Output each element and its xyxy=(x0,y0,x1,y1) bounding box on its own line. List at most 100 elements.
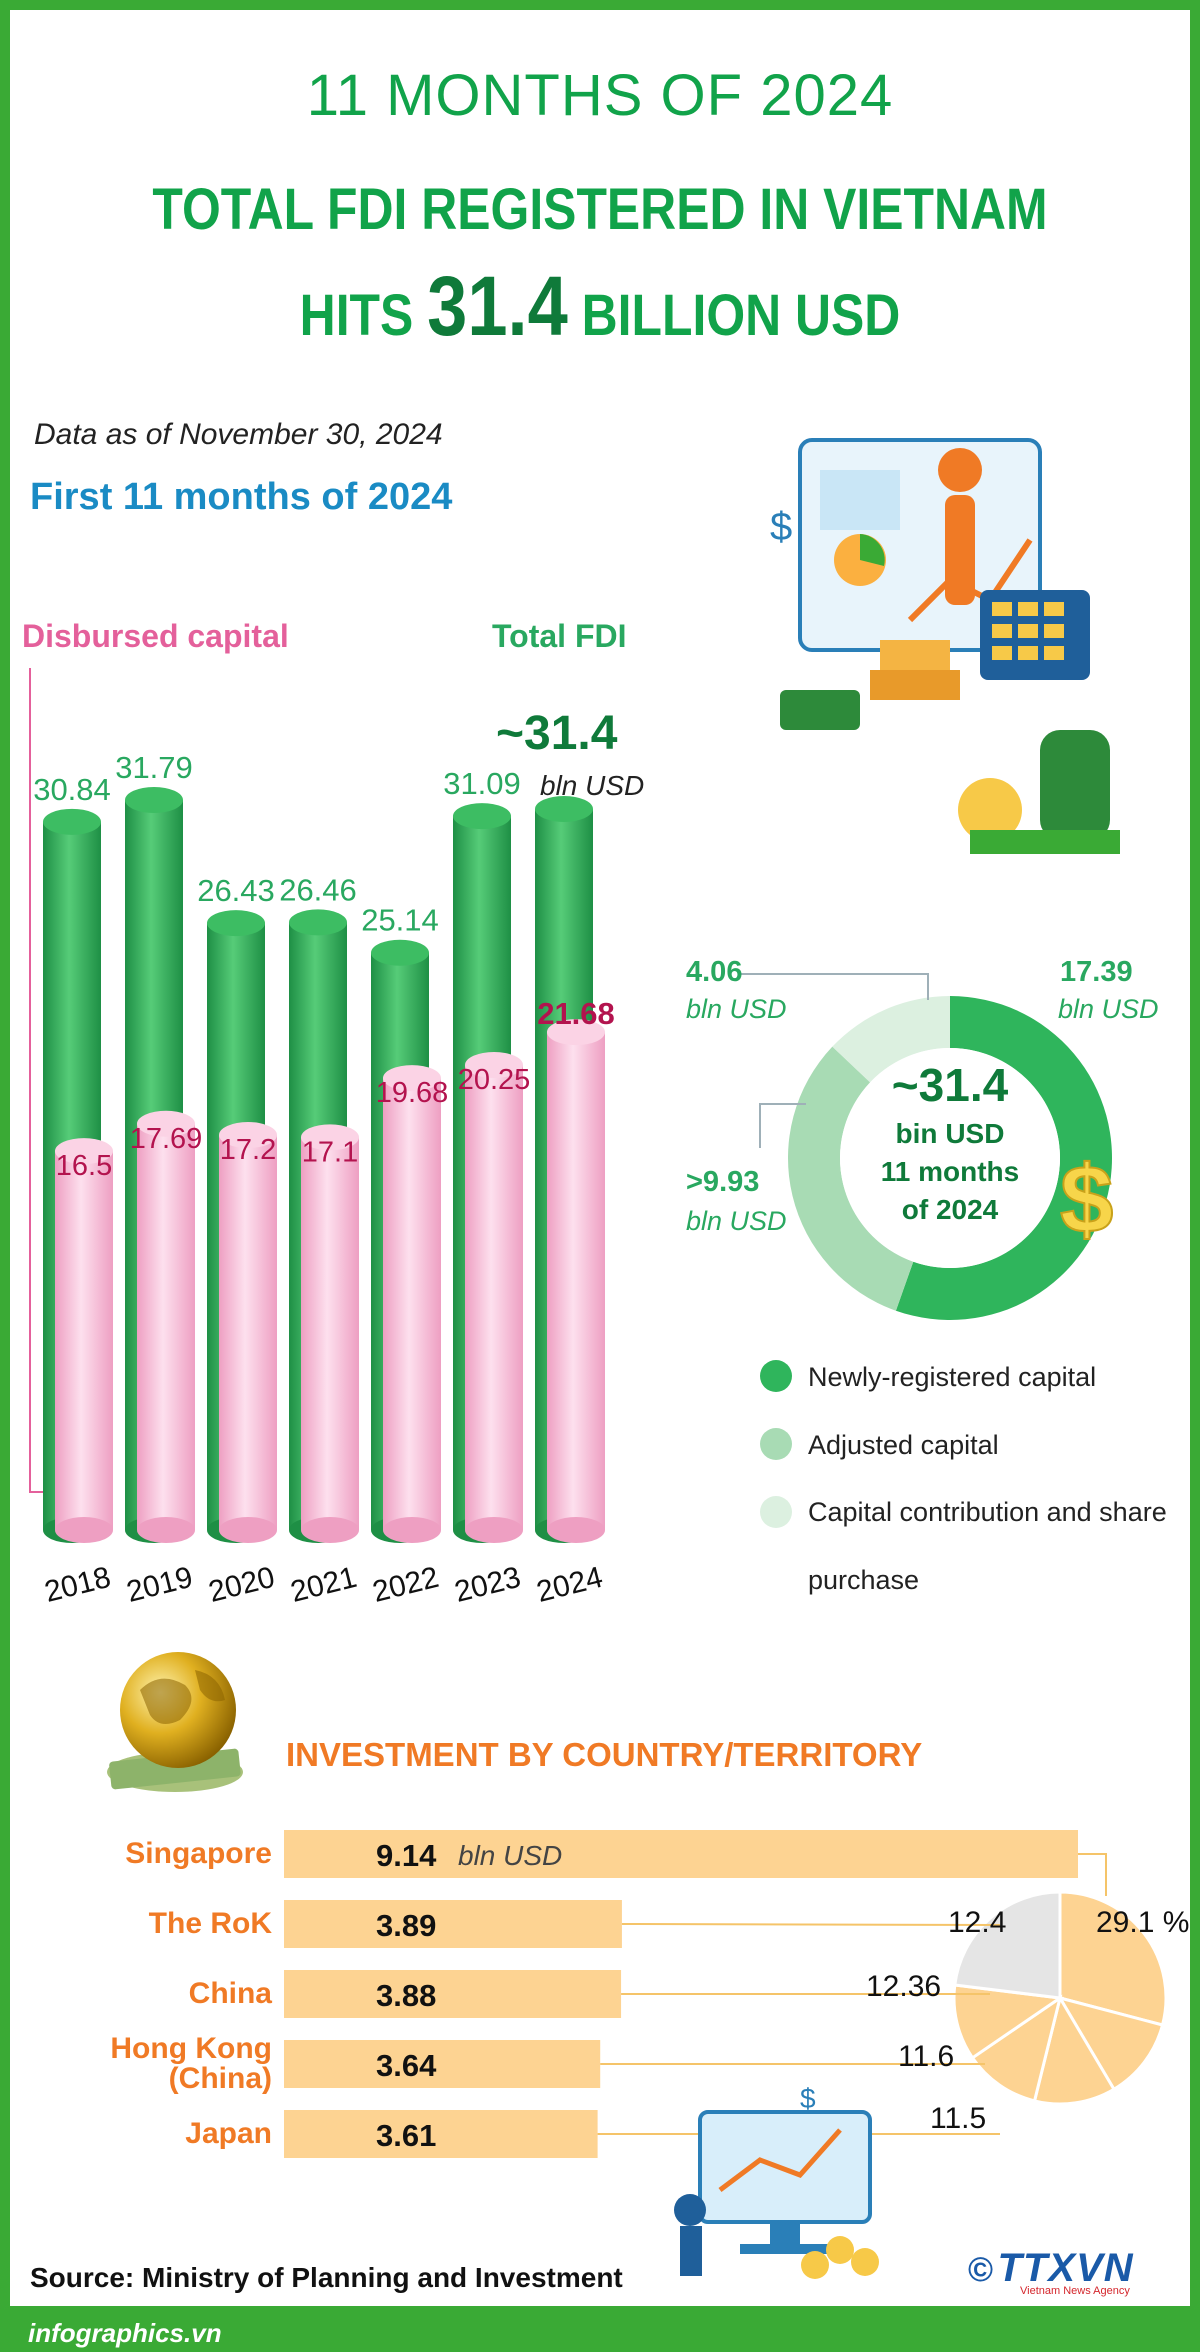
year-label-2020: 2020 xyxy=(205,1561,278,1609)
business-illustration: $ xyxy=(770,438,1120,854)
leader-line-1 xyxy=(621,1923,1001,1926)
fdi-bar-top-2018 xyxy=(43,808,101,835)
disbursed-label-2018: 16.5 xyxy=(56,1150,112,1182)
country-bar-3 xyxy=(284,2040,601,2088)
disbursed-bar-base-2024 xyxy=(547,1517,605,1543)
disbursed-label-2024: 21.68 xyxy=(537,996,615,1031)
disbursed-label-2022: 19.68 xyxy=(376,1077,449,1109)
disbursed-bar-base-2020 xyxy=(219,1517,277,1543)
donut-legend: Newly-registered capital Adjusted capita… xyxy=(760,1356,1167,1612)
header-line3: HITS 31.4 BILLION USD xyxy=(84,258,1116,355)
slice-share-value: 4.06 xyxy=(686,956,743,988)
svg-text:$: $ xyxy=(1060,1146,1113,1253)
country-bar-value-0: 9.14 xyxy=(376,1838,437,1873)
legend-dot-new xyxy=(760,1360,792,1392)
country-pie-slice-3 xyxy=(970,1994,1063,2103)
logo-tagline: Vietnam News Agency xyxy=(1020,2285,1130,2297)
donut-center-period: 11 months xyxy=(880,1156,1020,1187)
country-label-line: Hong Kong xyxy=(110,2032,272,2065)
country-bar-0 xyxy=(284,1830,1078,1878)
header-line1: 11 MONTHS OF 2024 xyxy=(306,63,894,128)
legend-dot-share xyxy=(760,1496,792,1528)
header-big-number: 31.4 xyxy=(427,259,568,353)
country-label-1: The RoK xyxy=(149,1909,272,1939)
globe-money-illustration xyxy=(107,1652,243,1792)
country-share-label-1: 12.4 xyxy=(948,1906,1007,1939)
as-of-date: Data as of November 30, 2024 xyxy=(34,418,443,451)
fdi-label-2018: 30.84 xyxy=(33,772,111,807)
legend-label-share: Capital contribution and share purchase xyxy=(808,1497,1167,1595)
disbursed-bar-top-2024 xyxy=(547,1019,605,1046)
fdi-bar-top-2020 xyxy=(207,910,265,937)
country-pie-slice-1 xyxy=(1056,1995,1165,2092)
country-bar-value-1: 3.89 xyxy=(376,1908,437,1943)
logo-name: TTXVN xyxy=(997,2246,1134,2290)
leader-line-share xyxy=(740,973,929,1000)
donut-center-unit: bin USD xyxy=(895,1118,1005,1149)
country-label-2: China xyxy=(189,1979,272,2009)
fdi-label-2023: 31.09 xyxy=(443,766,521,801)
slice-share-unit: bln USD xyxy=(686,994,787,1024)
donut-slice-2 xyxy=(832,996,950,1083)
country-label-line: (China) xyxy=(168,2062,272,2095)
dollar-sign-icon: $ xyxy=(1059,1145,1114,1254)
disbursed-bar-top-2023 xyxy=(465,1051,523,1078)
disbursed-label-2023: 20.25 xyxy=(458,1064,531,1096)
legend-item-adjusted: Adjusted capital xyxy=(760,1424,1160,1492)
copyright-mark: © xyxy=(968,2251,994,2289)
country-label-4: Japan xyxy=(185,2119,272,2149)
country-bar-value-3: 3.64 xyxy=(376,2048,437,2083)
slice-adjusted-unit: bln USD xyxy=(686,1206,787,1236)
country-label-line: Singapore xyxy=(125,1837,272,1870)
disbursed-bar-2020 xyxy=(219,1135,277,1530)
fdi-bar-top-2022 xyxy=(371,939,429,966)
donut-center-year: of 2024 xyxy=(901,1194,999,1225)
disbursed-bar-base-2023 xyxy=(465,1517,523,1543)
disbursed-bar-2024 xyxy=(547,1032,605,1530)
country-bar-unit: bln USD xyxy=(458,1840,563,1871)
country-share-label-2: 12.36 xyxy=(866,1970,942,2003)
fdi-bar-top-2019 xyxy=(125,787,183,813)
year-label-2022: 2022 xyxy=(369,1561,442,1609)
legend-total-fdi: Total FDI xyxy=(492,618,627,654)
fdi-bar-top-2021 xyxy=(289,909,347,936)
fdi-bar-top-2024 xyxy=(535,795,593,822)
site-name: infographics.vn xyxy=(28,2318,222,2348)
disbursed-bar-base-2021 xyxy=(301,1517,359,1543)
disbursed-bar-2019 xyxy=(137,1123,195,1530)
country-pie-slice-other xyxy=(953,1890,1062,2000)
header-pre: HITS xyxy=(299,283,414,348)
disbursed-bar-top-2021 xyxy=(301,1124,359,1151)
legend-label-new: Newly-registered capital xyxy=(808,1362,1097,1392)
country-section-title: INVESTMENT BY COUNTRY/TERRITORY xyxy=(286,1736,923,1773)
svg-text:$: $ xyxy=(800,2083,816,2114)
slice-new-unit: bln USD xyxy=(1058,994,1159,1024)
disbursed-bar-2021 xyxy=(301,1137,359,1530)
footer-bar xyxy=(0,2306,1200,2352)
country-label-0: Singapore xyxy=(125,1839,272,1869)
disbursed-label-2020: 17.2 xyxy=(220,1134,276,1166)
legend-label-adjusted: Adjusted capital xyxy=(808,1430,999,1460)
disbursed-bar-top-2020 xyxy=(219,1122,277,1149)
donut-hole xyxy=(840,1048,1060,1268)
leader-line-adjusted xyxy=(759,1103,806,1148)
disbursed-bar-top-2018 xyxy=(55,1138,113,1165)
disbursed-bar-2018 xyxy=(55,1151,113,1530)
fdi-label-2020: 26.43 xyxy=(197,873,275,908)
disbursed-bar-base-2022 xyxy=(383,1517,441,1543)
fdi-label-2022: 25.14 xyxy=(361,903,439,938)
country-pie-slice-0 xyxy=(1058,1890,1168,2027)
leader-line-0 xyxy=(1078,1853,1107,1896)
highlight-unit: bln USD xyxy=(540,770,645,801)
highlight-value: ~31.4 xyxy=(496,707,618,760)
country-bar-2 xyxy=(284,1970,622,2018)
donut-center-value: ~31.4 xyxy=(891,1059,1009,1111)
disbursed-bar-2023 xyxy=(465,1064,523,1530)
country-share-label-4: 11.5 xyxy=(930,2102,987,2135)
fdi-label-2019: 31.79 xyxy=(115,750,193,785)
fdi-bar-top-2023 xyxy=(453,803,511,830)
header-post: BILLION USD xyxy=(581,283,901,348)
donut-slice-1 xyxy=(788,1046,914,1311)
